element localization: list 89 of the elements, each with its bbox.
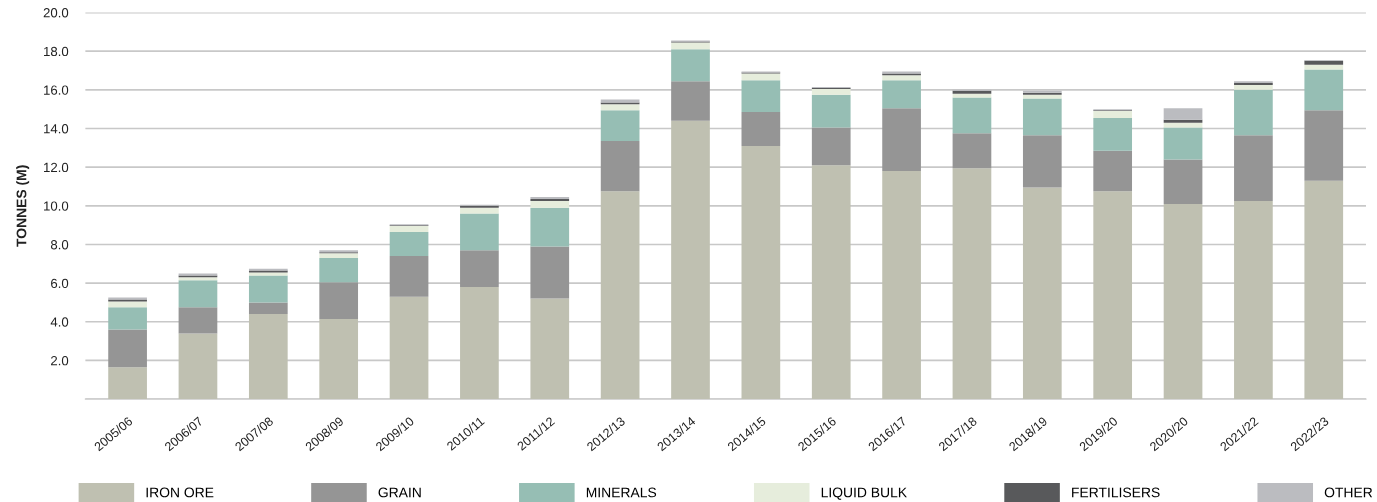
bar: [952, 93, 992, 98]
bar: [952, 133, 992, 169]
bar: [1234, 200, 1273, 400]
bar: [178, 307, 218, 334]
legend-label: GRAIN: [378, 487, 421, 498]
bar: [1304, 64, 1344, 70]
bar: [671, 120, 710, 400]
y-tick-label: 2.0: [51, 356, 69, 366]
y-tick-label: 20.0: [43, 8, 69, 18]
bar: [389, 231, 429, 257]
bar: [1093, 117, 1133, 151]
bar: [741, 112, 781, 146]
y-tick-label: 14.0: [44, 124, 69, 134]
bar: [811, 165, 851, 400]
bar: [882, 80, 921, 109]
bar: [248, 275, 288, 303]
y-tick-label: 4.0: [50, 317, 69, 327]
bar: [1163, 119, 1203, 123]
bar: [1304, 60, 1344, 65]
bar: [741, 73, 781, 81]
bar: [671, 49, 710, 82]
y-tick-label: 18.0: [44, 46, 69, 57]
legend-label: MINERALS: [586, 487, 657, 498]
bar: [178, 333, 218, 400]
bar: [1022, 135, 1062, 188]
bar: [811, 88, 851, 95]
bar: [530, 207, 570, 247]
bar: [811, 127, 851, 166]
bar: [1163, 159, 1203, 204]
bar: [108, 367, 147, 400]
bar: [319, 282, 359, 319]
bar: [1304, 110, 1344, 181]
legend-label: LIQUID BULK: [821, 487, 907, 500]
bar: [1304, 180, 1344, 400]
bar: [741, 80, 781, 113]
bar: [178, 280, 218, 308]
bar: [1304, 69, 1344, 111]
bar: [882, 75, 921, 81]
bar: [1022, 187, 1062, 400]
bar: [530, 200, 570, 208]
bar: [530, 298, 570, 400]
bar: [319, 318, 359, 400]
bar: [1163, 127, 1203, 160]
bar: [952, 97, 992, 134]
bar: [1093, 111, 1133, 118]
bar: [1234, 89, 1273, 136]
bar: [389, 296, 429, 400]
bar: [460, 207, 499, 214]
legend-label: FERTILISERS: [1072, 487, 1160, 498]
legend-label: OTHER: [1324, 487, 1373, 498]
bar: [741, 145, 781, 400]
bar: [600, 141, 640, 192]
bar: [460, 213, 499, 251]
bar: [1163, 122, 1203, 128]
y-tick-label: 6.0: [51, 278, 69, 289]
bar: [1093, 150, 1133, 192]
bar: [460, 250, 499, 287]
bar: [882, 108, 921, 172]
y-tick-label: 8.0: [50, 240, 69, 250]
bar: [1022, 94, 1062, 99]
legend-label: IRON ORE: [146, 487, 214, 498]
y-axis-title: TONNES (M): [16, 165, 30, 247]
bar: [671, 81, 710, 121]
bar: [1093, 191, 1133, 400]
bar: [811, 94, 851, 128]
bar: [108, 301, 147, 308]
bar: [1022, 98, 1062, 136]
bar: [530, 246, 570, 299]
bar: [389, 256, 429, 297]
bar: [600, 191, 640, 400]
bar: [882, 171, 921, 400]
bar: [108, 307, 147, 330]
bar: [248, 314, 288, 400]
bar: [1234, 135, 1273, 201]
y-tick-label: 16.0: [44, 85, 69, 95]
bar: [1163, 108, 1203, 120]
bar: [248, 302, 288, 315]
bar: [1163, 203, 1203, 400]
y-tick-label: 12.0: [44, 162, 69, 173]
bar: [319, 253, 359, 258]
y-tick-label: 10.0: [44, 201, 69, 211]
bar: [952, 168, 992, 400]
bar: [600, 104, 640, 111]
bar: [460, 286, 499, 400]
bar: [1234, 85, 1273, 90]
bar: [600, 110, 640, 142]
bar: [108, 329, 147, 368]
bar: [389, 226, 429, 232]
bar: [319, 258, 359, 283]
